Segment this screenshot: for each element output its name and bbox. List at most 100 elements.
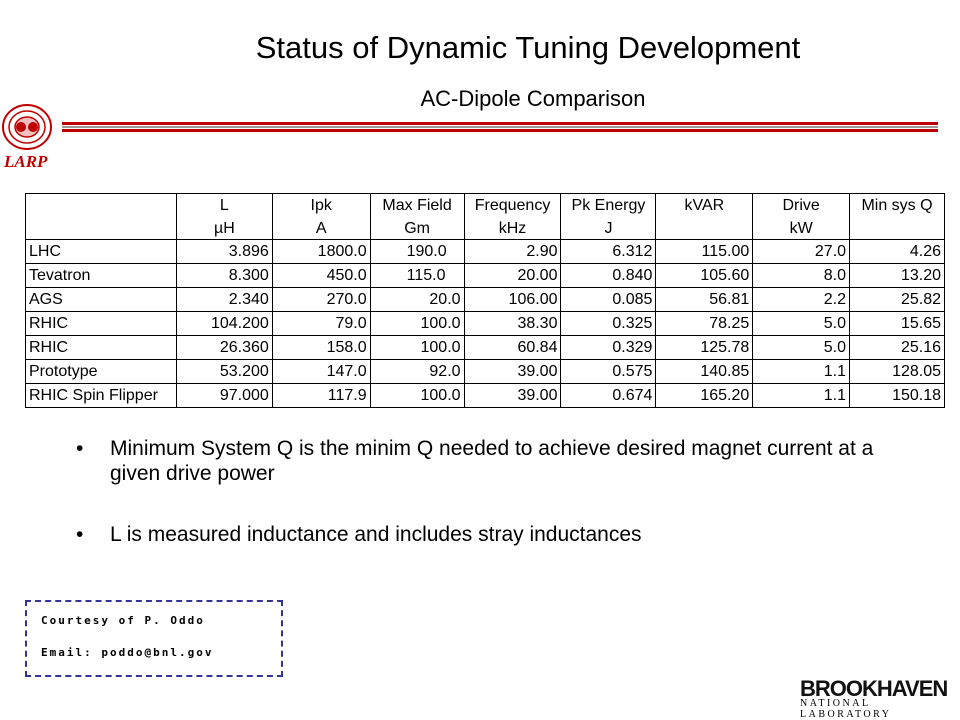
table-cell: 140.85 xyxy=(655,359,754,384)
table-cell: 3.896 xyxy=(175,239,273,264)
table-cell: 2.2 xyxy=(752,287,851,312)
table-cell: Tevatron xyxy=(25,263,177,288)
table-cell: 79.0 xyxy=(271,311,371,336)
table-cell: 5.0 xyxy=(752,311,851,336)
table-cell: 0.840 xyxy=(560,263,657,288)
table-row: Prototype 53.200 147.0 92.0 39.00 0.575 140.85… xyxy=(25,359,945,384)
credit-line: Email: poddo@bnl.gov xyxy=(41,646,214,659)
table-cell: 39.00 xyxy=(463,359,562,384)
table-cell: 13.20 xyxy=(849,263,945,288)
table-cell: 0.575 xyxy=(560,359,657,384)
table-cell: 125.78 xyxy=(655,335,754,360)
table-cell: LHC xyxy=(25,239,177,264)
title-rule xyxy=(62,122,938,132)
table-cell: 20.00 xyxy=(463,263,562,288)
header-cell: µH xyxy=(175,218,273,240)
header-cell xyxy=(25,218,177,240)
table-cell: 450.0 xyxy=(271,263,371,288)
table-cell: 165.20 xyxy=(655,383,754,408)
table-cell: 27.0 xyxy=(752,239,851,264)
table-cell: 56.81 xyxy=(655,287,754,312)
credit-line: Courtesy of P. Oddo xyxy=(41,614,205,627)
table-row: RHIC 104.200 79.0 100.0 38.30 0.325 78.25 5.0 15… xyxy=(25,311,945,336)
header-cell: Pk Energy xyxy=(560,193,657,218)
title: Status of Dynamic Tuning Development xyxy=(255,30,801,65)
table-cell: 25.16 xyxy=(849,335,945,360)
header-cell: Drive xyxy=(752,193,851,218)
table-row: Tevatron 8.300 450.0 115.0 20.00 0.840 105.60 8… xyxy=(25,263,945,288)
table-cell: 150.18 xyxy=(849,383,945,408)
bullet-list: Minimum System Q is the minim Q needed t… xyxy=(72,436,892,583)
table-cell: 1.1 xyxy=(752,359,851,384)
table-cell: 78.25 xyxy=(655,311,754,336)
table-cell: Prototype xyxy=(25,359,177,384)
table-cell: 0.085 xyxy=(560,287,657,312)
table-cell: 158.0 xyxy=(271,335,371,360)
table-cell: 104.200 xyxy=(175,311,273,336)
table-cell: 2.90 xyxy=(463,239,562,264)
table-cell: 147.0 xyxy=(271,359,371,384)
table-cell: 100.0 xyxy=(369,311,465,336)
bnl-logo: BROOKHAVEN NATIONAL LABORATORY xyxy=(800,676,960,720)
subtitle: AC-Dipole Comparison xyxy=(420,86,646,111)
table-cell: 60.84 xyxy=(463,335,562,360)
header-cell: kHz xyxy=(463,218,562,240)
header-cell: Frequency xyxy=(463,193,562,218)
table-cell: 20.0 xyxy=(369,287,465,312)
table-cell: 2.340 xyxy=(175,287,273,312)
table-cell: RHIC xyxy=(25,311,177,336)
bullet: L is measured inductance and includes st… xyxy=(72,522,892,547)
table-cell: 15.65 xyxy=(849,311,945,336)
table-cell: 92.0 xyxy=(369,359,465,384)
table-cell: 8.300 xyxy=(175,263,273,288)
table-cell: 6.312 xyxy=(560,239,657,264)
header-cell: kW xyxy=(752,218,851,240)
table-cell: 0.329 xyxy=(560,335,657,360)
table-cell: 5.0 xyxy=(752,335,851,360)
bnl-sub: NATIONAL LABORATORY xyxy=(800,698,892,720)
table-cell: 1.1 xyxy=(752,383,851,408)
table-cell: RHIC xyxy=(25,335,177,360)
header-cell: A xyxy=(271,218,371,240)
credit-box: Courtesy of P. Oddo Email: poddo@bnl.gov xyxy=(25,600,283,677)
table-cell: 1800.0 xyxy=(271,239,371,264)
bullet: Minimum System Q is the minim Q needed t… xyxy=(72,436,892,486)
header-cell: Ipk xyxy=(271,193,371,218)
table-cell: 53.200 xyxy=(175,359,273,384)
table-cell: 0.325 xyxy=(560,311,657,336)
table-cell: 8.0 xyxy=(752,263,851,288)
header-cell: L xyxy=(175,193,273,218)
table-cell: 26.360 xyxy=(175,335,273,360)
larp-label: LARP xyxy=(4,152,48,171)
table-cell: 39.00 xyxy=(463,383,562,408)
table-cell: 25.82 xyxy=(849,287,945,312)
table-cell: 97.000 xyxy=(175,383,273,408)
table-cell: 38.30 xyxy=(463,311,562,336)
table-cell: RHIC Spin Flipper xyxy=(25,383,177,408)
table-cell: 270.0 xyxy=(271,287,371,312)
table-row: RHIC Spin Flipper 97.000 117.9 100.0 39.00 0.… xyxy=(25,383,945,408)
table-cell: 0.674 xyxy=(560,383,657,408)
table-cell: 106.00 xyxy=(463,287,562,312)
table-cell: 117.9 xyxy=(271,383,371,408)
table-cell: 190.0 xyxy=(369,239,465,264)
larp-logo xyxy=(2,104,52,150)
header-cell: Min sys Q xyxy=(849,193,945,218)
table-cell: 115.0 xyxy=(369,263,465,288)
table-cell: 105.60 xyxy=(655,263,754,288)
header-cell xyxy=(655,218,754,240)
table-row: AGS 2.340 270.0 20.0 106.00 0.085 56.81 2.2 25.8… xyxy=(25,287,945,312)
header-cell: Max Field xyxy=(369,193,465,218)
header-cell: kVAR xyxy=(655,193,754,218)
table-cell: 100.0 xyxy=(369,335,465,360)
table-cell: 115.00 xyxy=(655,239,754,264)
bnl-name: BROOKHAVEN xyxy=(800,676,948,701)
header-cell xyxy=(25,193,177,218)
table-cell: 4.26 xyxy=(849,239,945,264)
header-row: L Ipk Max Field Frequency Pk Energy kVAR Drive… xyxy=(25,193,945,218)
table-cell: 100.0 xyxy=(369,383,465,408)
table-cell: AGS xyxy=(25,287,177,312)
table-cell: 128.05 xyxy=(849,359,945,384)
